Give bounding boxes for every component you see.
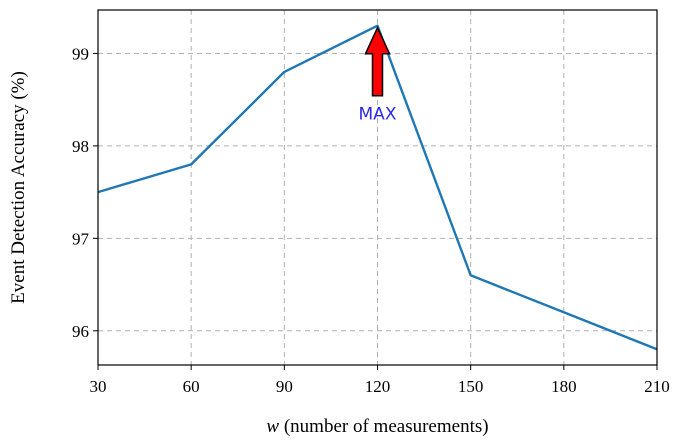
x-tick-label: 60 (183, 377, 200, 396)
y-tick-label: 97 (72, 229, 90, 248)
x-tick-label: 150 (458, 377, 484, 396)
x-tick-label: 210 (644, 377, 670, 396)
max-annotation-label: MAX (359, 105, 397, 125)
x-tick-label: 180 (551, 377, 577, 396)
annotation-layer: MAX (359, 25, 397, 125)
series-line (97, 24, 658, 351)
x-tick-label: 90 (276, 377, 293, 396)
max-arrow (364, 25, 391, 97)
x-axis-label-text: (number of measurements) (279, 416, 488, 437)
x-axis-label-variable: w (266, 416, 279, 437)
x-ticks: 30 60 90 120 150 180 210 (90, 365, 670, 396)
series-layer (97, 24, 658, 351)
x-axis-label: w (number of measurements) (266, 416, 488, 437)
y-tick-label: 96 (72, 322, 89, 341)
x-tick-label: 120 (365, 377, 391, 396)
y-tick-label: 99 (72, 44, 89, 63)
y-ticks: 96 97 98 99 (72, 44, 98, 341)
x-tick-label: 30 (90, 377, 107, 396)
y-tick-label: 98 (72, 137, 89, 156)
y-axis-label: Event Detection Accuracy (%) (8, 71, 29, 304)
